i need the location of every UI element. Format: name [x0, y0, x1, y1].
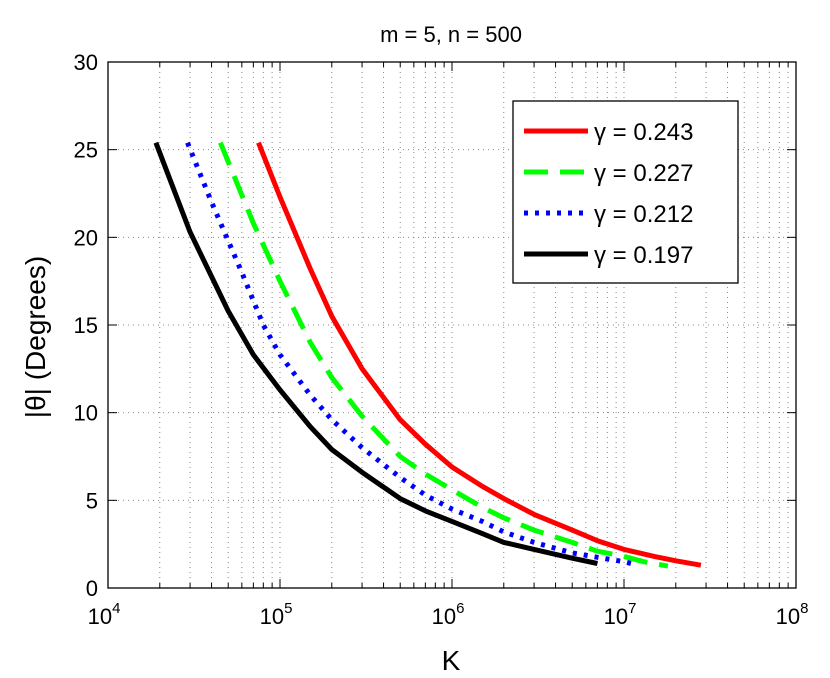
- x-tick-exponent: 7: [628, 600, 636, 617]
- y-tick-label: 5: [86, 488, 98, 513]
- x-tick-labels: 104 105 106 107 108: [88, 600, 809, 629]
- y-tick-label: 15: [74, 313, 98, 338]
- series-line-4: [153, 141, 598, 566]
- legend-label-3: γ = 0.212: [594, 201, 693, 228]
- x-tick-label: 107: [604, 600, 637, 629]
- x-tick-label: 106: [432, 600, 465, 629]
- x-axis-label: K: [442, 645, 461, 676]
- x-tick-exponent: 5: [284, 600, 292, 617]
- x-tick-base: 10: [776, 604, 800, 629]
- y-tick-labels: 0 5 10 15 20 25 30: [74, 50, 98, 601]
- x-tick-label: 108: [776, 600, 809, 629]
- ticks: [107, 61, 796, 589]
- y-tick-label: 10: [74, 401, 98, 426]
- legend-label-2: γ = 0.227: [594, 160, 693, 187]
- x-tick-base: 10: [260, 604, 284, 629]
- series-line-3: [185, 141, 636, 567]
- y-tick-label: 30: [74, 50, 98, 75]
- x-tick-exponent: 6: [456, 600, 464, 617]
- chart-title: m = 5, n = 500: [380, 22, 522, 47]
- series-line-1: [256, 141, 702, 568]
- x-tick-exponent: 4: [112, 600, 120, 617]
- x-tick-label: 104: [88, 600, 121, 629]
- y-axis-label: |θ| (Degrees): [20, 256, 51, 418]
- x-tick-base: 10: [432, 604, 456, 629]
- x-tick-base: 10: [604, 604, 628, 629]
- series-line-2: [218, 141, 669, 569]
- series-layer: [153, 141, 702, 569]
- legend-label-1: γ = 0.243: [594, 119, 693, 146]
- y-tick-label: 0: [86, 576, 98, 601]
- x-tick-exponent: 8: [800, 600, 808, 617]
- legend: γ = 0.243 γ = 0.227 γ = 0.212 γ = 0.197: [512, 100, 739, 284]
- legend-label-4: γ = 0.197: [594, 242, 693, 269]
- x-tick-base: 10: [88, 604, 112, 629]
- x-tick-label: 105: [260, 600, 293, 629]
- y-tick-label: 20: [74, 225, 98, 250]
- y-tick-label: 25: [74, 138, 98, 163]
